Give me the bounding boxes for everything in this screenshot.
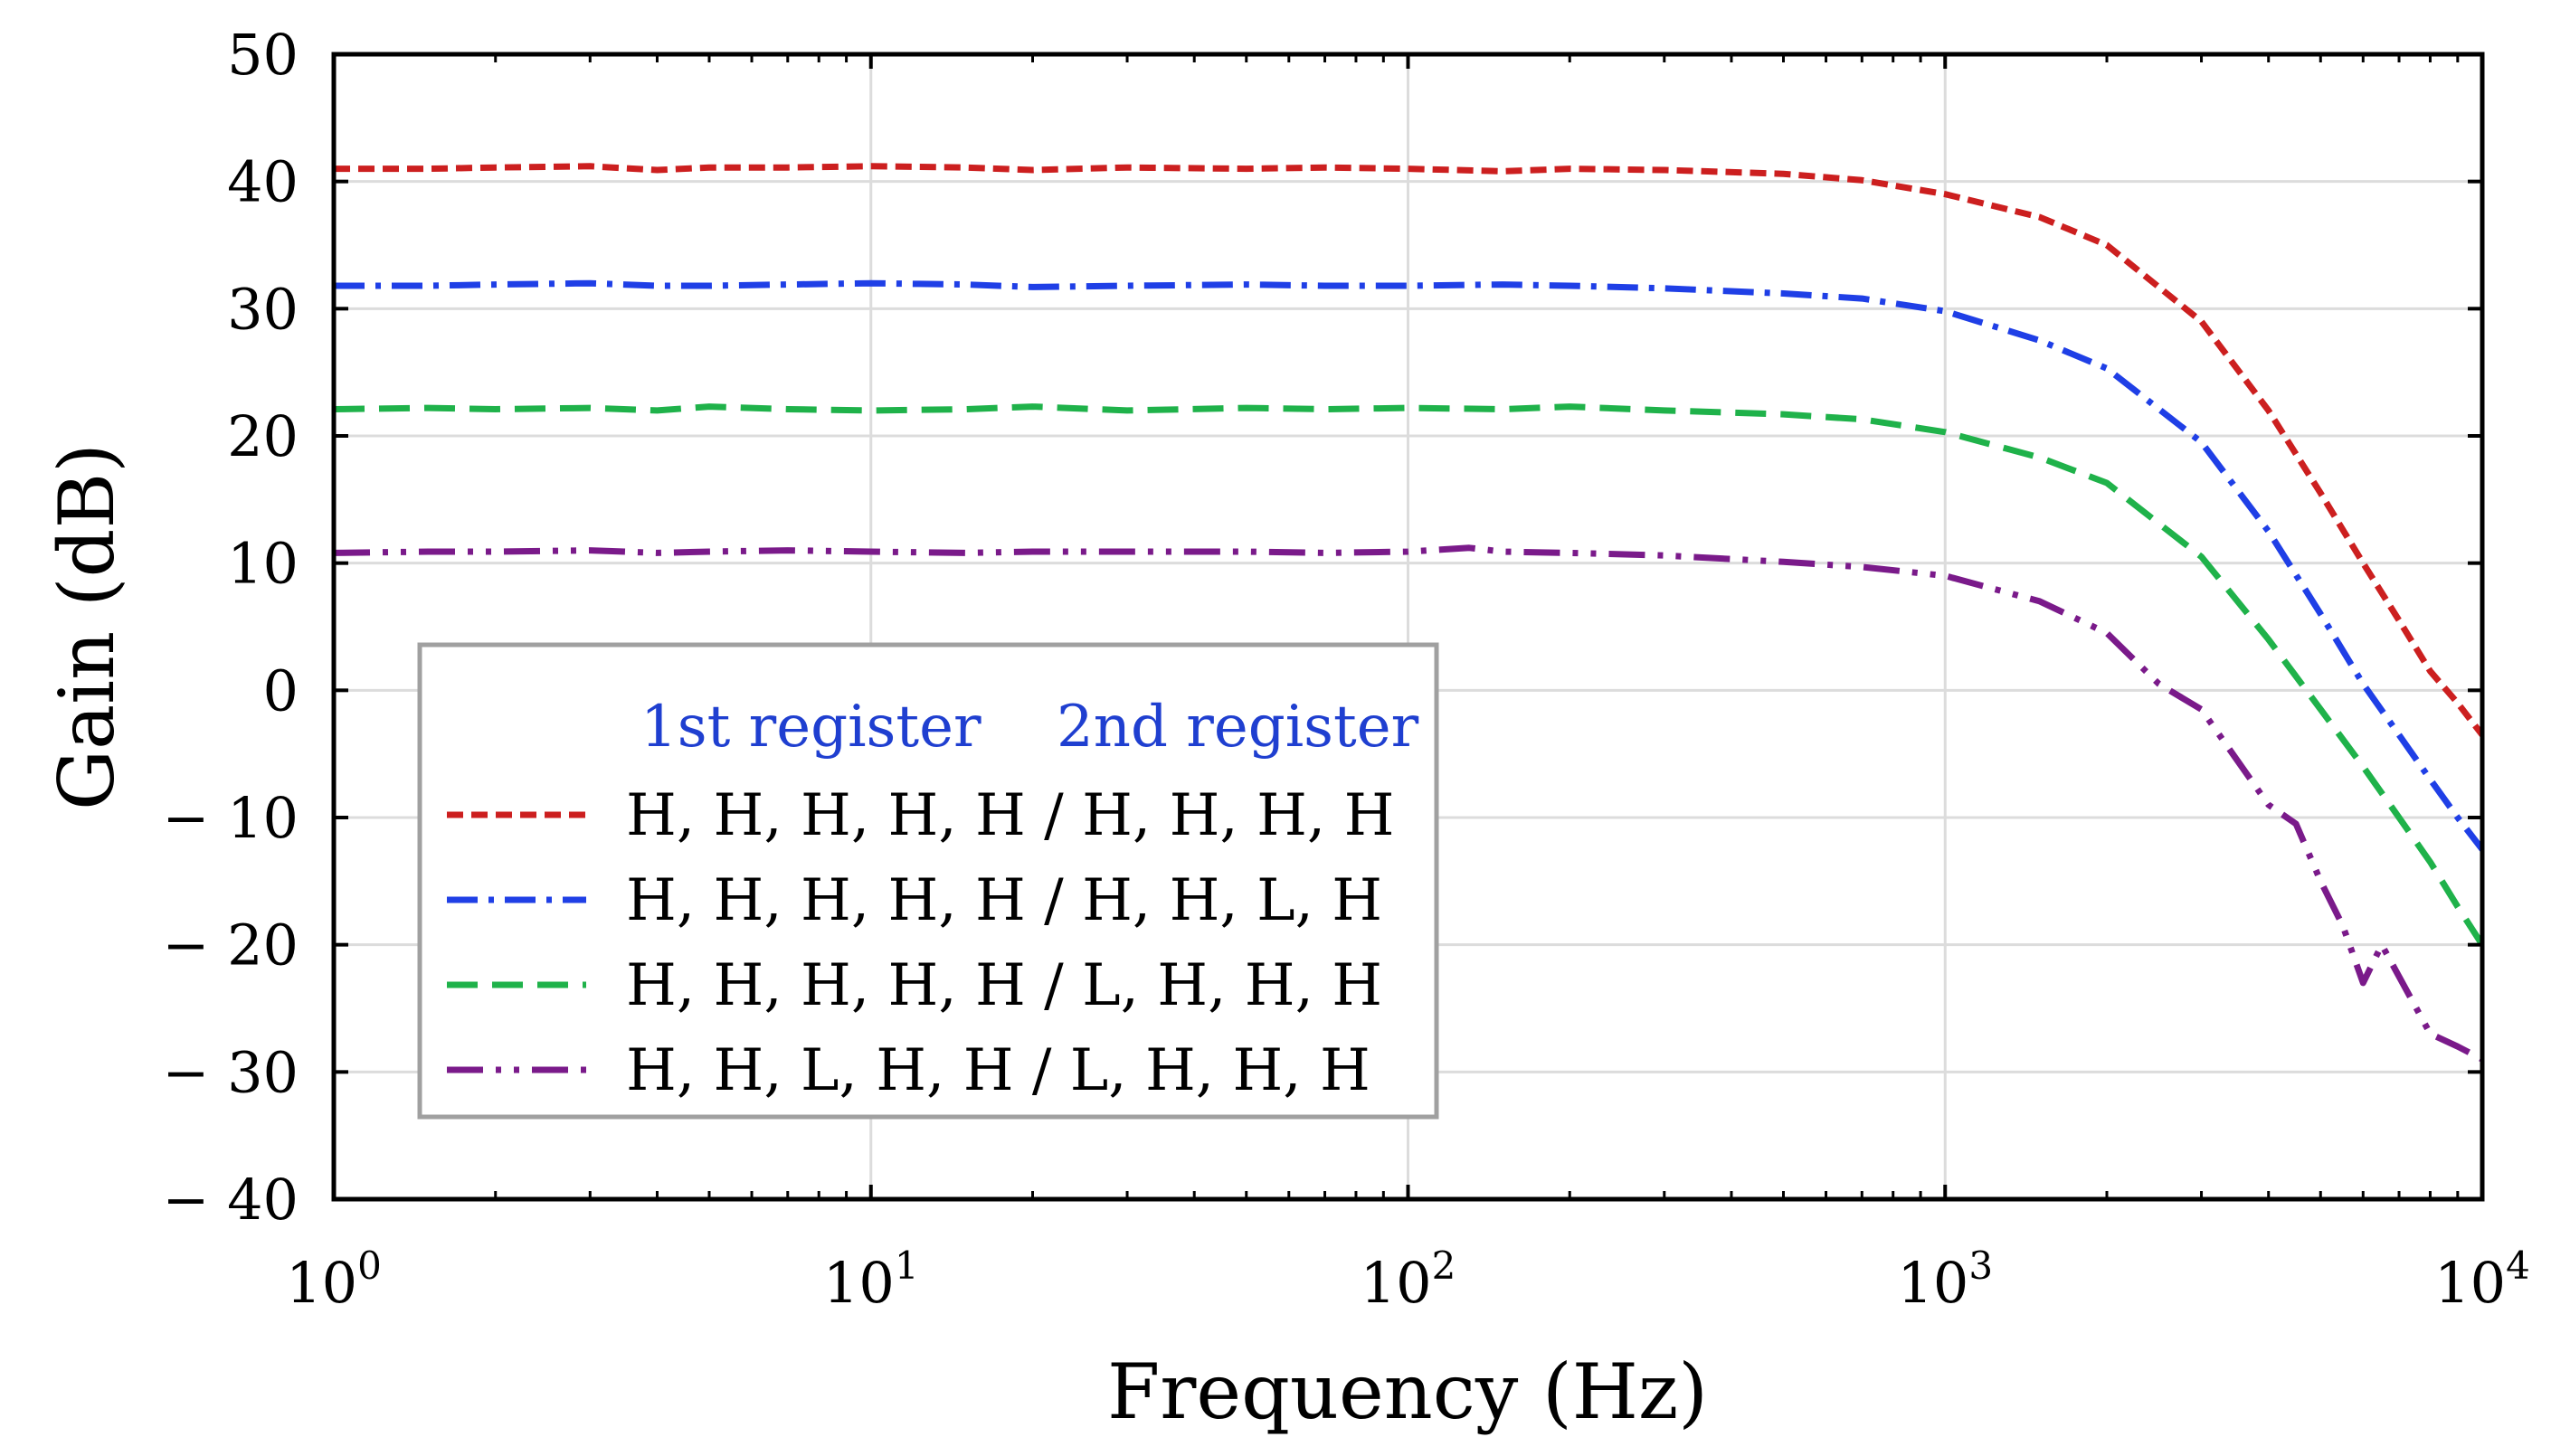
- y-tick-label: 30: [227, 276, 299, 342]
- x-tick-label: 104: [2434, 1243, 2530, 1316]
- y-tick-label: − 10: [162, 785, 299, 851]
- series-line-1: [334, 163, 2482, 737]
- series-line-4: [334, 544, 2482, 1063]
- legend-label-2: H, H, H, H, H / H, H, L, H: [626, 867, 1382, 934]
- legend: 1st register 2nd register H, H, H, H, H …: [417, 642, 1439, 1120]
- y-tick-label: 20: [227, 403, 299, 469]
- x-tick-label: 103: [1897, 1243, 1993, 1316]
- y-tick-label: 40: [227, 149, 299, 215]
- legend-label-1: H, H, H, H, H / H, H, H, H: [626, 782, 1394, 849]
- legend-header-first-register: 1st register: [640, 694, 982, 761]
- legend-box: [417, 642, 1439, 1120]
- legend-entries: H, H, H, H, H / H, H, H, H H, H, H, H, H …: [447, 782, 1394, 1104]
- y-tick-label: − 20: [162, 912, 299, 979]
- y-tick-label: 0: [263, 657, 299, 723]
- legend-header-second-register: 2nd register: [1057, 694, 1419, 761]
- y-axis-title: Gain (dB): [43, 443, 131, 810]
- x-tick-label: 102: [1361, 1243, 1456, 1316]
- y-tick-label: 50: [227, 22, 299, 88]
- x-tick-label: 100: [286, 1243, 382, 1316]
- y-tick-label: 10: [227, 531, 299, 597]
- y-tick-label: − 30: [162, 1039, 299, 1105]
- x-tick-label: 101: [823, 1243, 919, 1316]
- y-tick-label: − 40: [162, 1167, 299, 1233]
- x-axis-title: Frequency (Hz): [1107, 1347, 1708, 1436]
- series-line-3: [334, 403, 2482, 947]
- legend-label-3: H, H, H, H, H / L, H, H, H: [626, 952, 1382, 1019]
- series-group: [334, 163, 2482, 1063]
- legend-label-4: H, H, L, H, H / L, H, H, H: [626, 1037, 1370, 1104]
- series-line-2: [334, 279, 2482, 852]
